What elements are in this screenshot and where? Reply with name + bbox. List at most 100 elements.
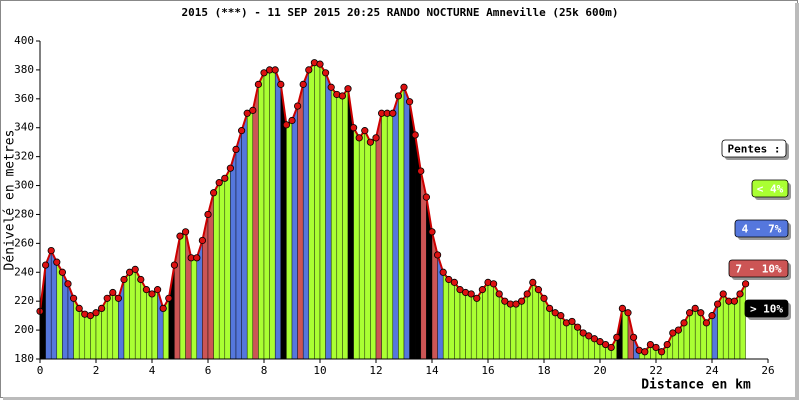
slope-segment <box>56 261 63 360</box>
legend-item: 4 - 7% <box>742 223 782 236</box>
profile-point <box>478 286 486 294</box>
slope-segment <box>331 86 337 360</box>
slope-segment <box>235 130 242 360</box>
slope-segment <box>224 167 231 360</box>
slope-segment <box>392 95 399 360</box>
legend-title-box <box>721 139 787 158</box>
slope-segment <box>213 181 220 360</box>
y-tick-label: 360 <box>14 92 34 105</box>
profile-point <box>394 92 402 100</box>
profile-point <box>663 340 671 349</box>
profile-point <box>282 121 290 129</box>
profile-point <box>400 83 408 91</box>
profile-point <box>64 280 72 288</box>
x-tick-label: 0 <box>37 364 44 377</box>
chart-title: 2015 (***) - 11 SEP 2015 20:25 RANDO NOC… <box>181 6 618 19</box>
slope-segment <box>319 63 326 360</box>
slope-segment <box>487 282 494 360</box>
legend-item: 7 - 10% <box>735 263 782 276</box>
profile-point <box>215 179 223 187</box>
profile-point <box>624 309 632 317</box>
profile-point <box>47 246 55 255</box>
profile-point <box>193 254 201 262</box>
y-tick-label: 260 <box>14 236 34 249</box>
profile-point <box>260 69 268 77</box>
x-tick-label: 12 <box>369 364 382 377</box>
profile-point <box>702 319 711 327</box>
profile-point <box>271 66 279 74</box>
legend-item: > 10% <box>750 303 783 316</box>
profile-point <box>165 294 173 302</box>
profile-point <box>501 297 509 305</box>
profile-point <box>154 286 162 294</box>
slope-segment <box>230 149 237 360</box>
slope-segment <box>90 312 97 360</box>
y-tick-label: 320 <box>14 150 34 163</box>
y-tick-label: 340 <box>14 121 34 134</box>
profile-point <box>86 312 95 320</box>
x-tick-label: 10 <box>313 364 326 377</box>
profile-point <box>601 340 610 349</box>
profile-point <box>534 286 543 294</box>
profile-point <box>226 164 234 172</box>
profile-point <box>428 228 436 236</box>
profile-point <box>579 329 587 337</box>
profile-point <box>53 258 61 266</box>
profile-point <box>685 309 694 317</box>
profile-point <box>305 66 313 74</box>
profile-point <box>355 134 363 142</box>
profile-point <box>495 290 503 298</box>
profile-point <box>232 145 240 154</box>
profile-point <box>299 80 307 88</box>
legend-item-box <box>734 219 789 238</box>
slope-segment <box>129 269 136 360</box>
profile-point <box>489 280 498 288</box>
profile-point <box>148 290 156 298</box>
slope-segment <box>269 69 276 360</box>
profile-point <box>590 335 599 343</box>
profile-point <box>467 290 475 298</box>
profile-point <box>652 343 660 352</box>
slope-segment <box>123 271 130 360</box>
profile-point <box>142 286 150 294</box>
profile-point <box>422 193 430 201</box>
slope-segment <box>84 313 91 360</box>
profile-point <box>75 304 83 313</box>
profile-point <box>321 69 330 77</box>
profile-point <box>316 60 324 68</box>
slope-segment <box>359 130 365 360</box>
profile-point <box>131 265 139 273</box>
profile-point <box>366 138 374 146</box>
profile-point <box>58 268 67 276</box>
profile-point <box>641 348 649 356</box>
profile-point <box>198 236 206 245</box>
profile-point <box>708 312 716 320</box>
profile-point <box>243 109 251 117</box>
profile-point <box>254 80 262 88</box>
profile-point <box>338 92 346 100</box>
slope-segment <box>387 113 393 360</box>
y-tick-label: 200 <box>14 323 34 336</box>
slope-segment <box>454 281 461 360</box>
y-tick-label: 280 <box>14 207 34 220</box>
profile-point <box>182 228 190 236</box>
profile-point <box>512 300 520 308</box>
slope-segment <box>364 130 371 360</box>
slope-segment <box>566 321 573 360</box>
slope-segment <box>510 303 517 360</box>
profile-point <box>417 167 425 175</box>
profile-point <box>585 332 593 340</box>
profile-point <box>691 304 699 313</box>
legend-item-box <box>728 259 789 278</box>
slope-segment <box>504 300 511 360</box>
legend-item-box <box>751 179 789 198</box>
slope-segment <box>314 62 321 360</box>
profile-point <box>137 275 145 284</box>
x-tick-label: 24 <box>705 364 719 377</box>
x-tick-label: 26 <box>761 364 774 377</box>
profile-point <box>523 290 531 298</box>
slope-segment <box>190 257 198 360</box>
profile-point <box>98 304 106 313</box>
profile-point <box>680 319 688 327</box>
